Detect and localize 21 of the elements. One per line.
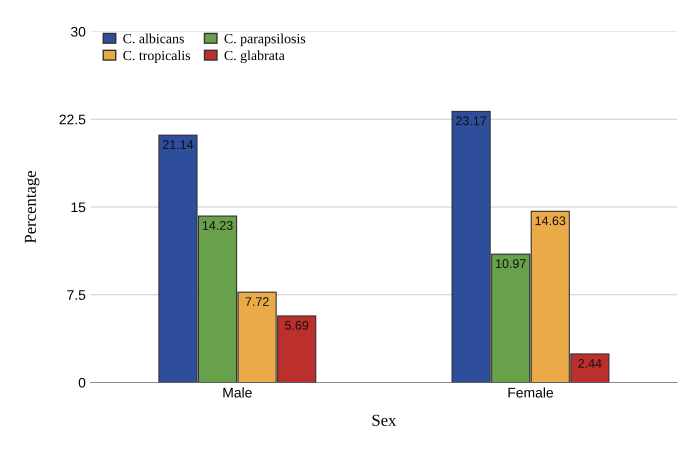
legend-label: C. albicans	[123, 34, 184, 44]
legend-label: C. parapsilosis	[224, 34, 306, 46]
data-label: 10.97	[496, 259, 526, 268]
y-tick-label: 15	[71, 202, 86, 212]
x-tick-label: Female	[508, 387, 554, 398]
y-tick-label: 0	[78, 378, 86, 388]
data-label: 23.17	[456, 116, 486, 126]
y-axis-title: Percentage	[24, 171, 40, 244]
x-axis-title: Sex	[372, 414, 396, 426]
y-tick-label: 22.5	[60, 114, 86, 124]
data-label: 14.23	[202, 221, 233, 230]
data-label: 14.63	[536, 216, 566, 226]
data-label: 5.69	[285, 320, 308, 330]
y-tick-label: 30	[70, 26, 86, 37]
data-label: 21.14	[162, 140, 194, 149]
data-label: 2.44	[578, 358, 602, 368]
data-label: 7.72	[246, 297, 269, 306]
legend-label: C. glabrata	[224, 50, 285, 64]
legend-label: C. tropicalis	[123, 50, 190, 63]
x-tick-label: Male	[223, 387, 252, 398]
y-tick-label: 7.5	[67, 290, 86, 300]
